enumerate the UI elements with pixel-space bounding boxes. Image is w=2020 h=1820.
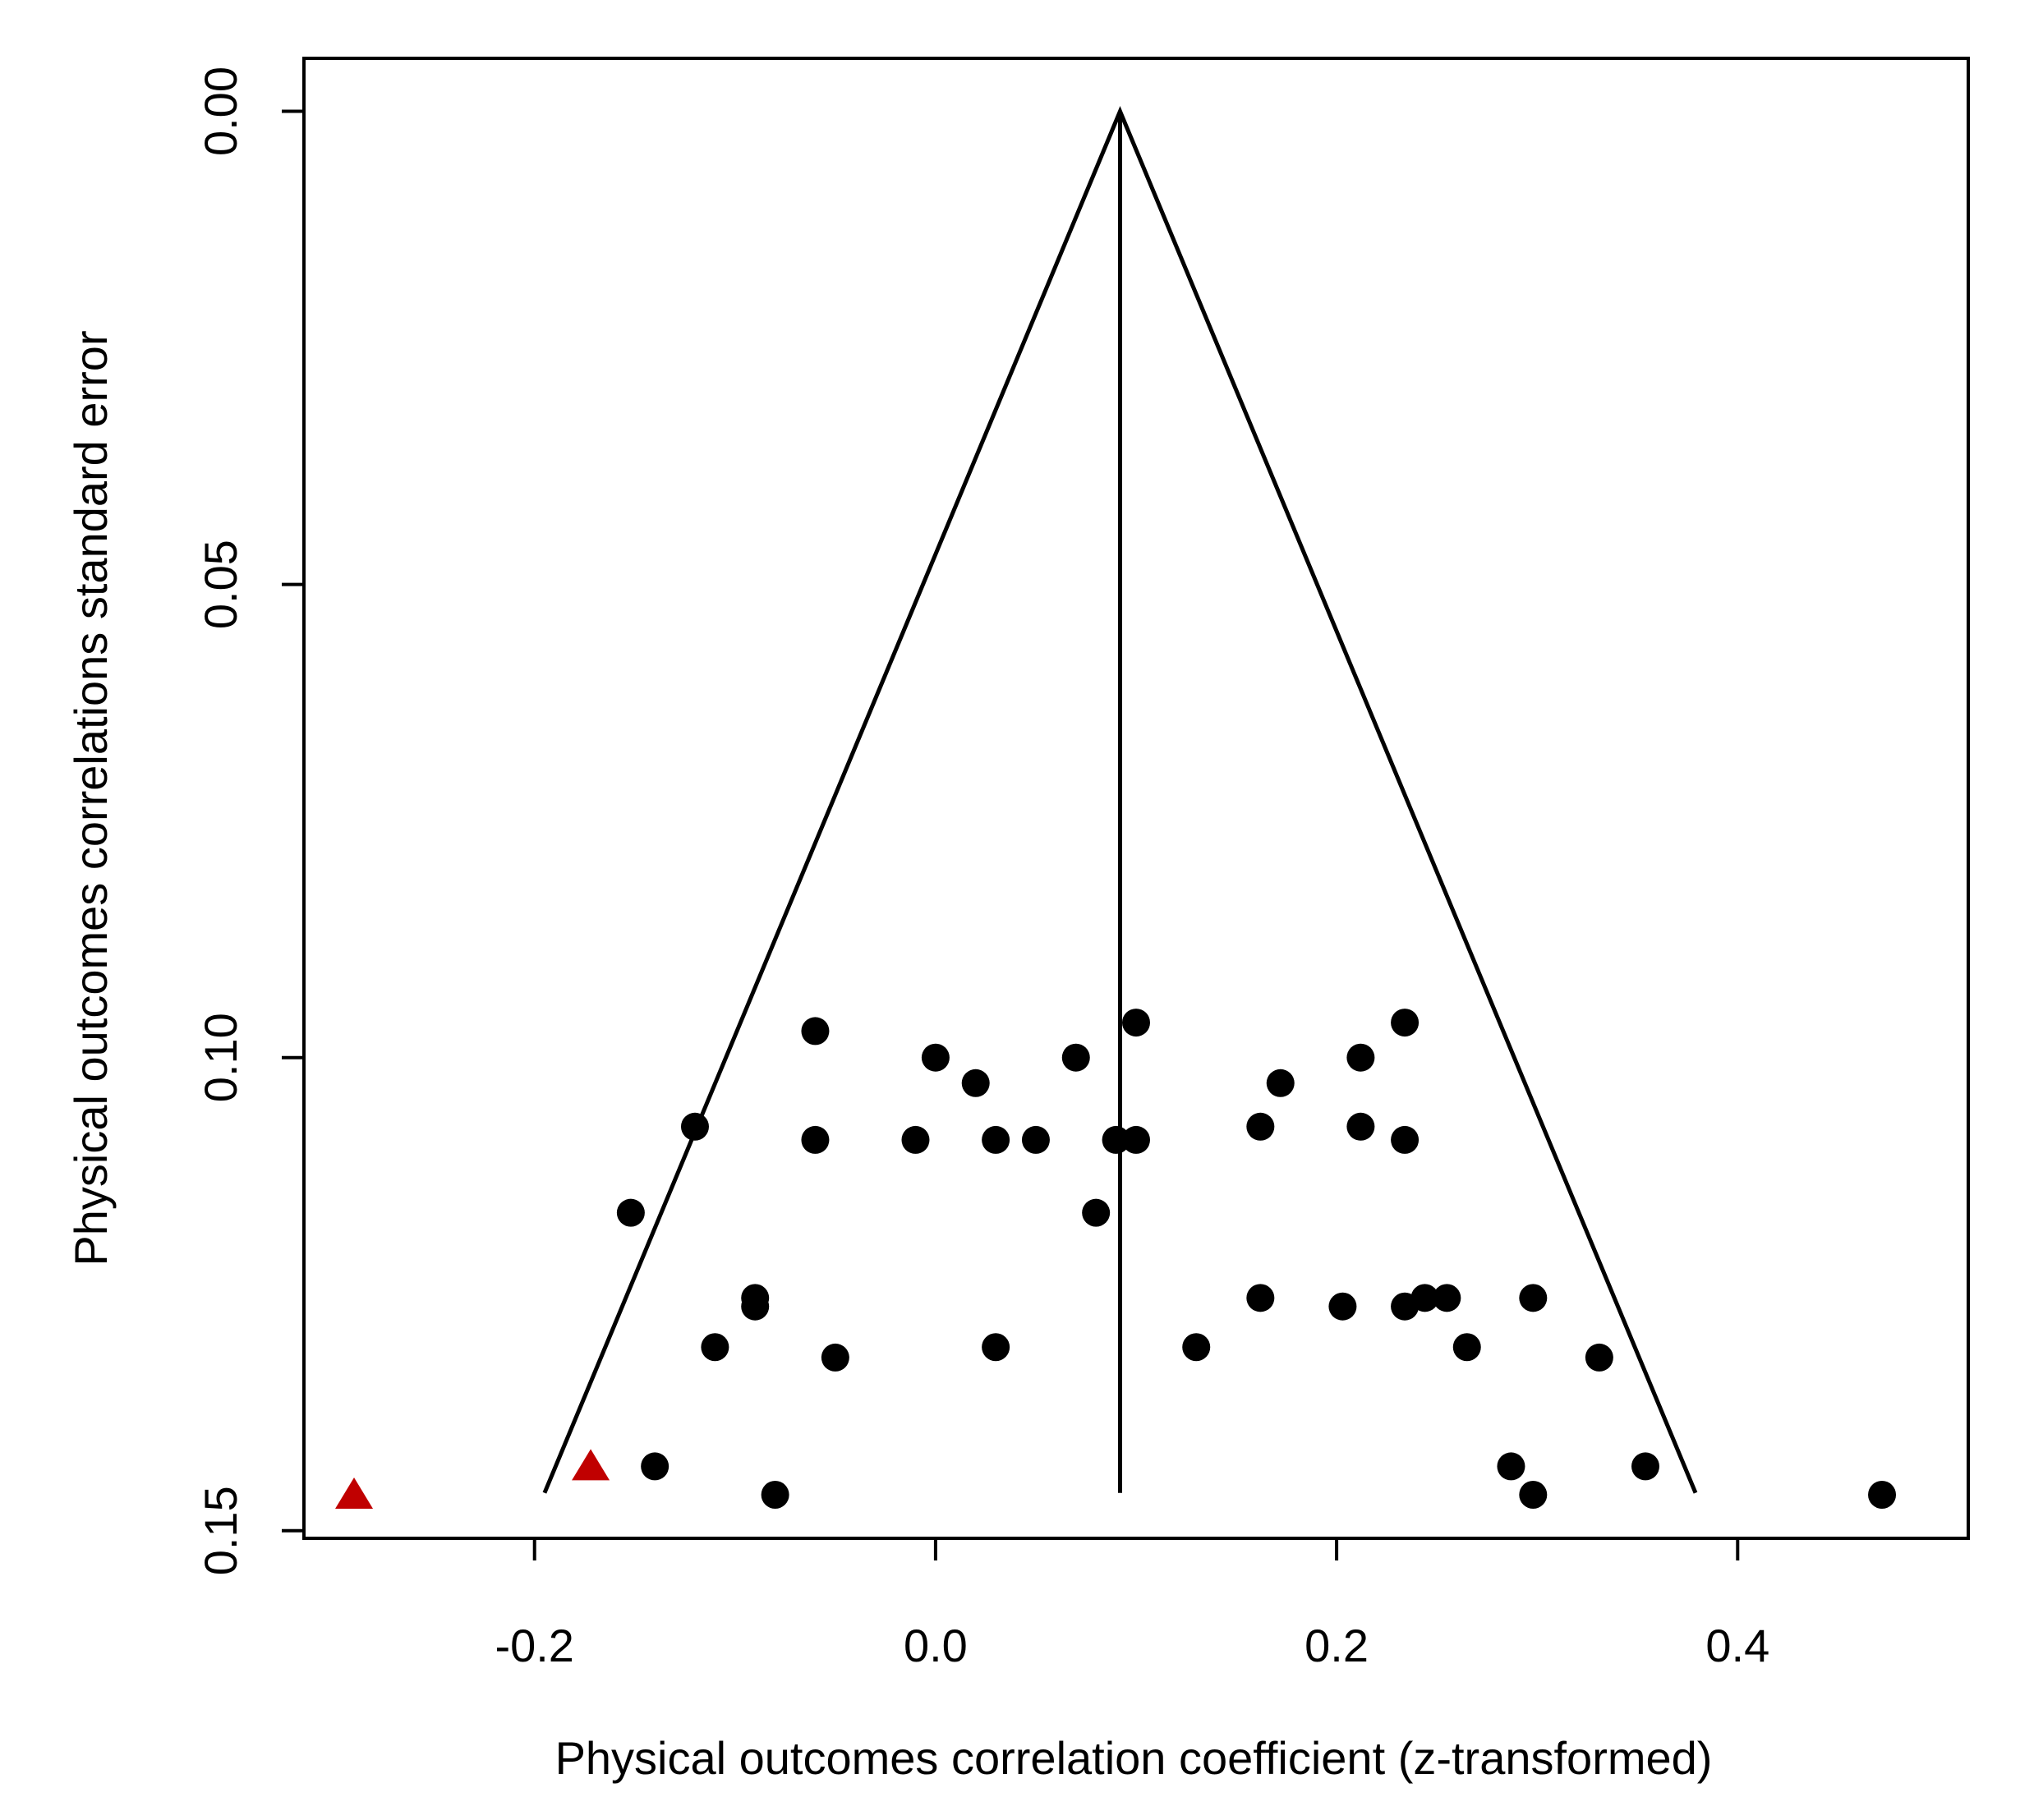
x-tick-label: 0.2 (1304, 1620, 1369, 1671)
study-point (982, 1333, 1010, 1362)
funnel-layer (542, 106, 1698, 1494)
study-point (1082, 1198, 1111, 1227)
x-tick-label: 0.4 (1705, 1620, 1769, 1671)
study-point (1497, 1452, 1525, 1481)
study-point (1391, 1125, 1420, 1154)
study-point (1433, 1284, 1461, 1312)
study-point (1452, 1333, 1481, 1362)
study-point (921, 1043, 950, 1072)
study-point (1246, 1112, 1275, 1141)
y-axis: 0.00 0.05 0.10 0.15 (195, 67, 306, 1575)
study-point (1122, 1009, 1150, 1037)
study-point (1410, 1284, 1439, 1312)
study-point (1328, 1292, 1357, 1321)
y-tick-label: 0.05 (195, 540, 246, 629)
study-point (1391, 1009, 1420, 1037)
y-tick-label: 0.15 (195, 1486, 246, 1575)
study-point (1021, 1125, 1050, 1154)
study-point (1182, 1333, 1211, 1362)
y-tick-label: 0.10 (195, 1013, 246, 1102)
study-point (641, 1452, 669, 1481)
study-point (741, 1292, 770, 1321)
plot-frame (302, 57, 1970, 1540)
study-point (1061, 1043, 1090, 1072)
study-point (701, 1333, 729, 1362)
study-point (801, 1017, 830, 1046)
imputed-study-point (335, 1478, 374, 1509)
study-point (821, 1343, 849, 1372)
study-point (901, 1125, 930, 1154)
study-point (680, 1112, 709, 1141)
study-point (1346, 1043, 1375, 1072)
study-point (961, 1069, 990, 1097)
study-point (1519, 1284, 1548, 1312)
study-point (1519, 1481, 1548, 1509)
study-point (616, 1198, 645, 1227)
x-axis-title: Physical outcomes correlation coefficien… (555, 1732, 1713, 1784)
study-point (1868, 1481, 1897, 1509)
study-point (1266, 1069, 1295, 1097)
study-point (1346, 1112, 1375, 1141)
imputed-study-point (572, 1449, 610, 1481)
study-point (1122, 1125, 1150, 1154)
x-tick-label: 0.0 (904, 1620, 968, 1671)
study-point (761, 1481, 789, 1509)
x-axis: -0.2 0.0 0.2 0.4 (495, 1537, 1769, 1671)
study-point (982, 1125, 1010, 1154)
study-point (1246, 1284, 1275, 1312)
study-point (1102, 1125, 1130, 1154)
y-tick-label: 0.00 (195, 67, 246, 156)
study-point (1631, 1452, 1660, 1481)
y-axis-title: Physical outcomes correlations standard … (65, 330, 117, 1266)
study-point (1585, 1343, 1613, 1372)
x-tick-label: -0.2 (495, 1620, 574, 1671)
data-points (335, 1009, 1897, 1509)
study-point (801, 1125, 830, 1154)
